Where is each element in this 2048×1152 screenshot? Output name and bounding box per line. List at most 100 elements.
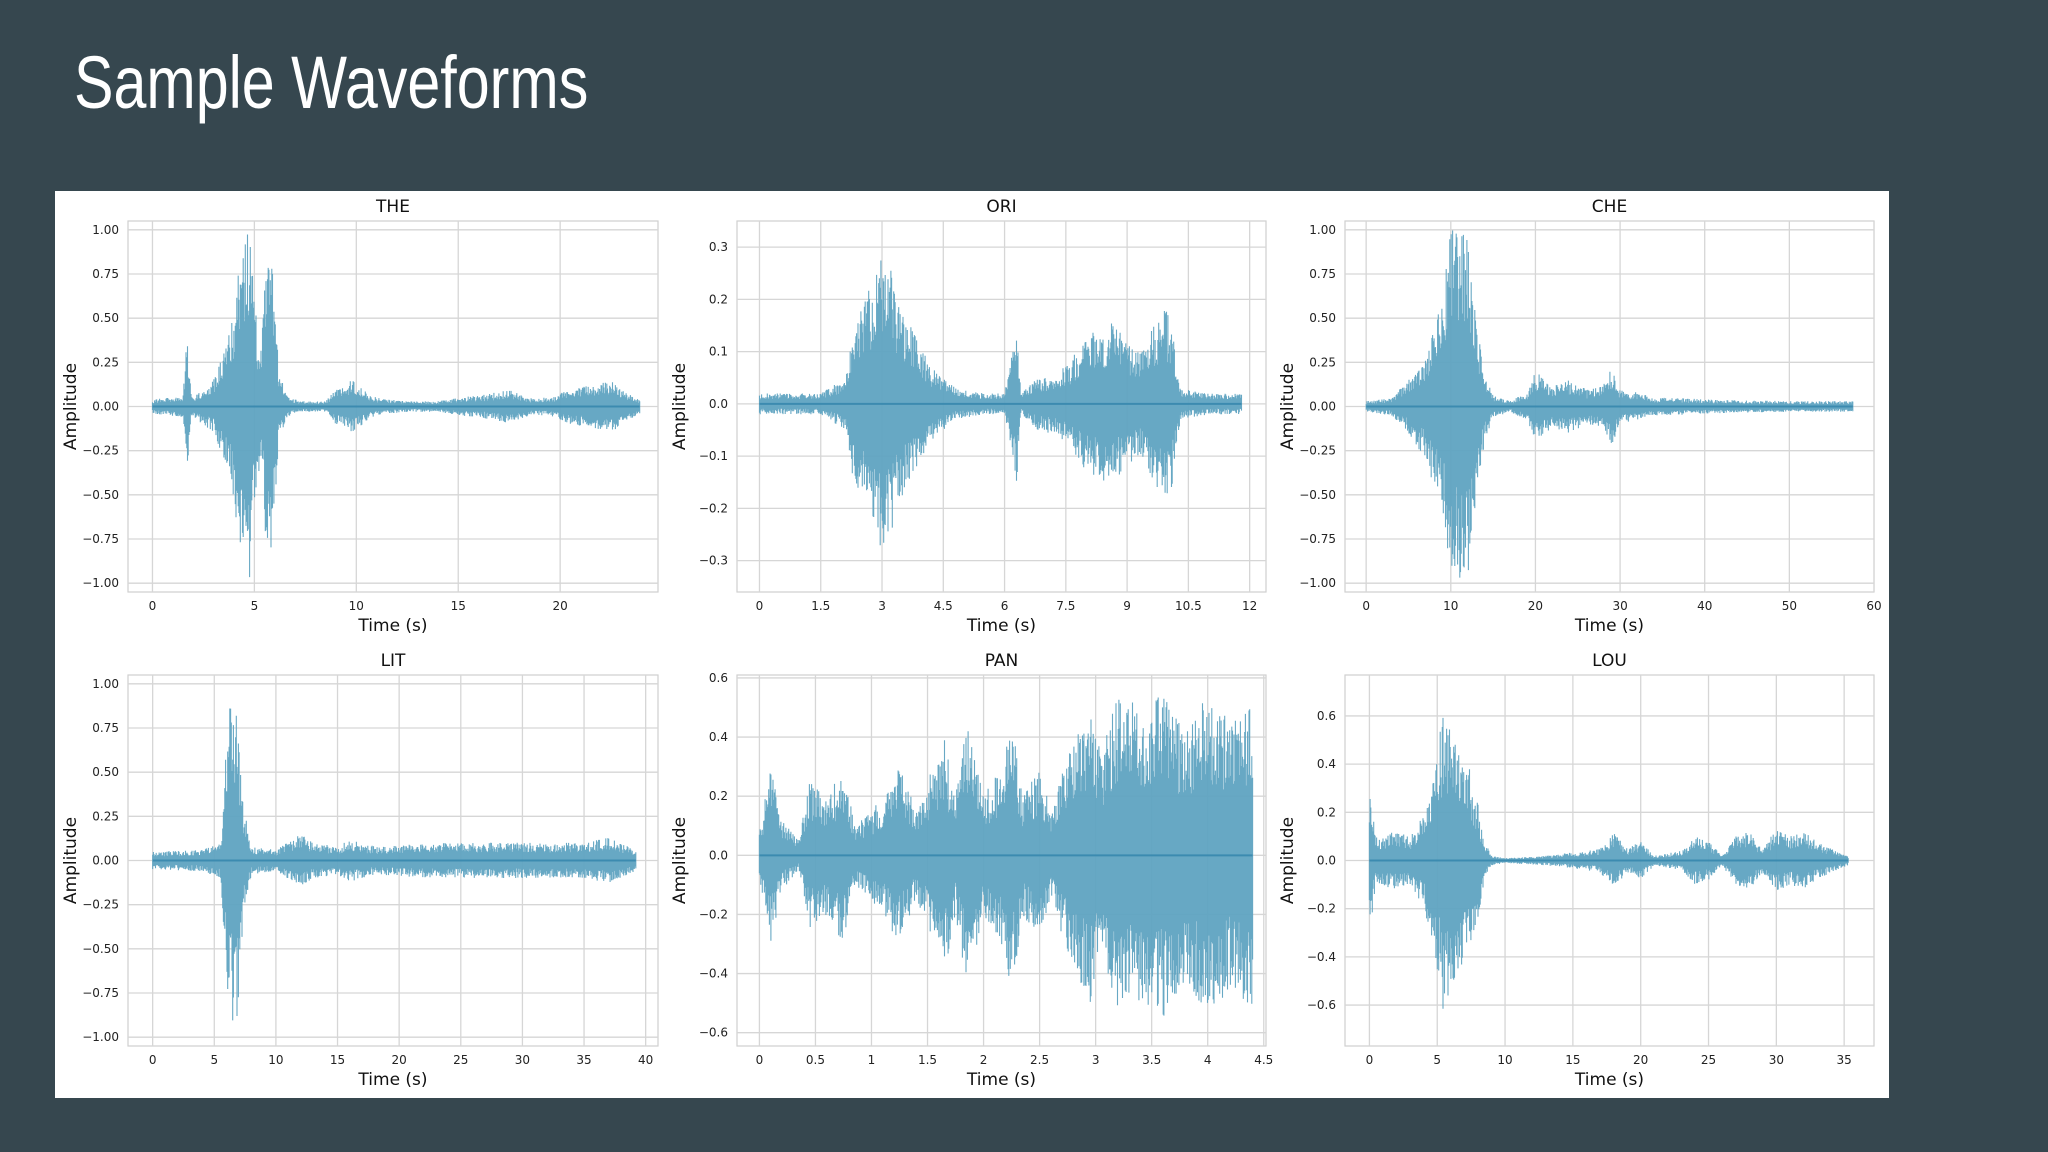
x-tick-label: 20: [1633, 1053, 1648, 1067]
y-tick-label: −0.75: [82, 986, 119, 1000]
x-tick-label: 0: [1362, 599, 1370, 613]
x-tick-label: 7.5: [1056, 599, 1075, 613]
y-axis-label: Amplitude: [1278, 363, 1298, 450]
y-tick-label: 0.75: [92, 267, 119, 281]
y-tick-label: 0.1: [709, 345, 728, 359]
y-tick-label: −0.4: [1307, 950, 1336, 964]
y-tick-label: 0.0: [709, 848, 728, 862]
y-tick-label: 0.2: [709, 789, 728, 803]
y-tick-label: −0.1: [699, 449, 728, 463]
x-tick-label: 15: [330, 1053, 345, 1067]
x-tick-label: 4.5: [1254, 1053, 1273, 1067]
y-tick-label: −0.2: [1307, 902, 1336, 916]
x-tick-label: 1: [868, 1053, 876, 1067]
chart-che: 0 10 20 30 40 50 60 −1.00 −0.75 −0.50 −0.25 0.00 0.2…: [1278, 197, 1882, 636]
x-tick-label: 10: [349, 599, 364, 613]
x-tick-label: 0: [756, 1053, 764, 1067]
y-tick-label: −1.00: [82, 1030, 119, 1044]
chart-title: CHE: [1592, 197, 1627, 217]
x-tick-label: 20: [392, 1053, 407, 1067]
y-tick-label: 0.25: [1309, 355, 1336, 369]
y-tick-label: 0.50: [1309, 311, 1336, 325]
y-tick-label: 0.50: [92, 311, 119, 325]
y-axis-label: Amplitude: [670, 363, 690, 450]
y-tick-label: −0.6: [1307, 998, 1336, 1012]
y-axis-label: Amplitude: [61, 817, 81, 904]
y-tick-label: 0.0: [1317, 854, 1336, 868]
y-tick-label: −0.3: [699, 554, 728, 568]
x-tick-label: 20: [1528, 599, 1543, 613]
x-tick-label: 1.5: [811, 599, 830, 613]
y-tick-label: −0.50: [1299, 488, 1336, 502]
waveform-charts: 0 5 10 15 20−1.00−0.75−0.50−0.250.000.250.50…: [61, 197, 1882, 1090]
x-tick-label: 40: [1697, 599, 1712, 613]
y-tick-label: 0.2: [1317, 805, 1336, 819]
chart-title: ORI: [986, 197, 1016, 217]
x-tick-label: 0: [1366, 1053, 1374, 1067]
x-tick-label: 0: [149, 1053, 157, 1067]
y-tick-label: 0.0: [709, 397, 728, 411]
x-tick-label: 1.5: [918, 1053, 937, 1067]
y-tick-label: −0.75: [1299, 532, 1336, 546]
x-tick-label: 10.5: [1175, 599, 1202, 613]
y-tick-label: −0.50: [82, 488, 119, 502]
y-tick-label: −0.2: [699, 501, 728, 515]
x-tick-label: 10: [1497, 1053, 1512, 1067]
x-tick-label: 30: [515, 1053, 530, 1067]
x-tick-label: 0: [149, 599, 157, 613]
y-tick-label: −0.25: [82, 898, 119, 912]
x-tick-label: 3.5: [1142, 1053, 1161, 1067]
x-tick-label: 20: [553, 599, 568, 613]
y-tick-label: 0.4: [709, 730, 728, 744]
slide-title: Sample Waveforms: [74, 41, 589, 124]
y-tick-label: 0.3: [709, 240, 728, 254]
chart-the: 0 5 10 15 20 −1.00 −0.75 −0.50 −0.25 0.00 0.25 0.50…: [61, 197, 659, 636]
x-tick-label: 4: [1204, 1053, 1212, 1067]
waveform-series: [758, 697, 1254, 1016]
x-tick-label: 30: [1612, 599, 1627, 613]
x-tick-label: 10: [1443, 599, 1458, 613]
x-tick-label: 25: [453, 1053, 468, 1067]
x-tick-label: 40: [638, 1053, 653, 1067]
y-tick-label: 0.2: [709, 292, 728, 306]
x-axis-label: Time (s): [966, 616, 1036, 636]
x-tick-label: 9: [1123, 599, 1131, 613]
chart-lit: 0 5 10 15 20 25 30 35 40 −1.00 −0.75 −0.50 −0.25 0.00…: [61, 651, 659, 1090]
chart-pan: 0 0.5 1 1.5 2 2.5 3 3.5 4 4.5 −0.6 −0.4 −0.2 0.0 0.2 0.…: [670, 651, 1273, 1090]
x-axis-label: Time (s): [1574, 616, 1644, 636]
chart-title: LIT: [381, 651, 406, 671]
x-tick-label: 15: [451, 599, 466, 613]
y-tick-label: 1.00: [92, 677, 119, 691]
chart-panel: 0 5 10 15 20 −1.00 −0.75 −0.50 −0.25 0.00 0.25 0.50…: [55, 191, 1889, 1098]
x-tick-label: 15: [1565, 1053, 1580, 1067]
x-tick-label: 30: [1769, 1053, 1784, 1067]
y-tick-label: 0.25: [92, 809, 119, 823]
x-tick-label: 5: [1433, 1053, 1441, 1067]
x-tick-label: 25: [1701, 1053, 1716, 1067]
x-tick-label: 35: [1837, 1053, 1852, 1067]
y-tick-label: −0.25: [82, 444, 119, 458]
y-tick-label: −0.25: [1299, 444, 1336, 458]
y-tick-label: 1.00: [1309, 223, 1336, 237]
y-axis-label: Amplitude: [670, 817, 690, 904]
chart-title: PAN: [985, 651, 1019, 671]
y-axis-label: Amplitude: [1278, 817, 1298, 904]
x-tick-label: 5: [210, 1053, 218, 1067]
x-tick-label: 3: [1092, 1053, 1100, 1067]
y-tick-label: −0.4: [699, 967, 728, 981]
y-tick-label: 0.75: [1309, 267, 1336, 281]
x-tick-label: 50: [1782, 599, 1797, 613]
y-tick-label: −1.00: [82, 576, 119, 590]
y-tick-label: 0.75: [92, 721, 119, 735]
y-tick-label: 0.00: [92, 400, 119, 414]
y-tick-label: 0.6: [1317, 709, 1336, 723]
chart-title: LOU: [1592, 651, 1627, 671]
x-tick-label: 4.5: [934, 599, 953, 613]
y-tick-label: 0.6: [709, 671, 728, 685]
y-axis-label: Amplitude: [61, 363, 81, 450]
x-axis-label: Time (s): [1574, 1070, 1644, 1090]
x-tick-label: 3: [878, 599, 886, 613]
x-tick-label: 0: [756, 599, 764, 613]
chart-ori: 0 1.5 3 4.5 6 7.5 9 10.5 12 −0.3 −0.2 −0.1 0.0 0.1 0.2…: [670, 197, 1267, 636]
x-axis-label: Time (s): [357, 616, 427, 636]
